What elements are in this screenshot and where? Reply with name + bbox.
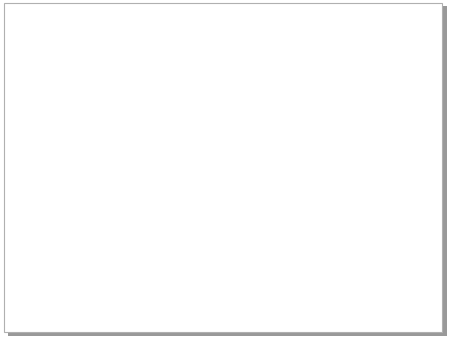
Text: Plate Tectonics and Earthquakes: Plate Tectonics and Earthquakes [25, 79, 429, 103]
